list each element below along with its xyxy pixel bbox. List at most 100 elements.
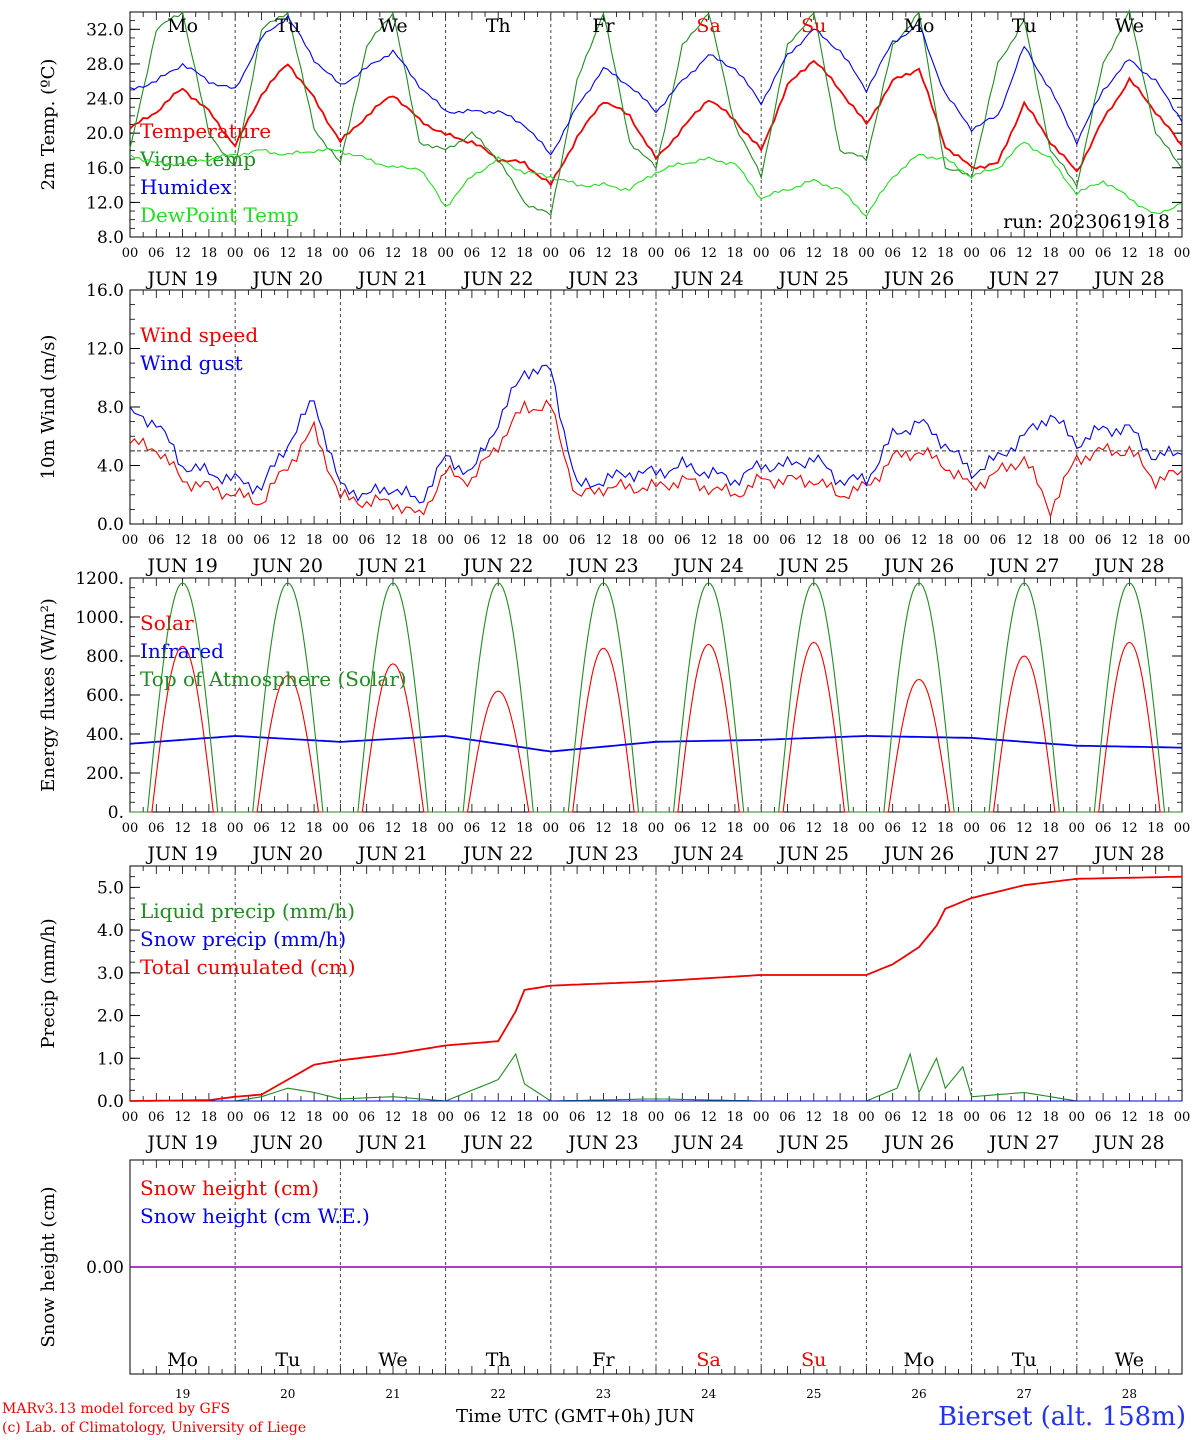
y-tick-label: 0.0 [97,515,124,535]
x-hour-label: 06 [464,1110,481,1125]
x-hour-label: 06 [464,821,481,836]
x-hour-label: 12 [806,533,823,548]
x-hour-label: 12 [1121,821,1138,836]
x-hour-label: 18 [201,821,218,836]
x-hour-label: 00 [122,246,139,261]
series-line-top-of-atmosphere-solar- [130,582,1182,813]
x-hour-label: 06 [148,533,165,548]
x-hour-label: 06 [674,246,691,261]
x-day-label: JUN 24 [671,268,743,290]
y-tick-label: 200. [86,764,124,784]
x-hour-label: 00 [122,1110,139,1125]
legend-entry: DewPoint Temp [140,203,299,227]
y-tick-label: 12.0 [86,340,124,360]
day-number-label: 25 [806,1387,821,1401]
x-hour-label: 12 [1121,1110,1138,1125]
x-hour-label: 12 [595,821,612,836]
y-tick-label: 8.0 [97,228,124,248]
x-hour-label: 06 [148,246,165,261]
series-line-wind-gust [129,364,1183,504]
x-hour-label: 18 [1042,821,1059,836]
x-hour-label: 12 [1016,533,1033,548]
legend-entry: Wind gust [140,351,243,375]
x-hour-label: 06 [990,1110,1007,1125]
weekday-label: Mo [904,15,935,37]
legend-entry: Snow precip (mm/h) [140,927,346,951]
x-hour-label: 00 [332,246,349,261]
x-hour-label: 12 [174,246,191,261]
x-hour-label: 06 [569,246,586,261]
x-hour-label: 00 [753,533,770,548]
x-day-label: JUN 23 [566,555,638,577]
x-hour-label: 00 [858,1110,875,1125]
x-hour-label: 00 [1069,1110,1086,1125]
y-tick-label: 28.0 [86,55,124,75]
x-hour-label: 06 [358,246,375,261]
panel-snow: 0.00 Snow height (cm) Snow height (cm) Snow… [38,1159,1183,1401]
x-hour-label: 00 [753,821,770,836]
x-day-label: JUN 20 [251,1132,323,1154]
legend-entry: Wind speed [140,323,258,347]
x-hour-label: 18 [832,246,849,261]
x-hour-label: 18 [1147,246,1164,261]
x-hour-label: 18 [937,821,954,836]
x-day-label: JUN 27 [987,555,1059,577]
series-line-humidex [129,14,1183,156]
x-hour-label: 00 [648,246,665,261]
x-hour-label: 18 [937,246,954,261]
x-day-label: JUN 22 [461,555,533,577]
x-hour-label: 00 [437,533,454,548]
legend-entry: Infrared [140,639,224,663]
x-hour-label: 00 [543,1110,560,1125]
x-hour-label: 00 [227,533,244,548]
y-axis-label: 10m Wind (m/s) [38,335,59,480]
x-hour-label: 18 [832,821,849,836]
y-axis-label: Precip (mm/h) [38,918,59,1048]
series-line-infrared [129,735,1182,753]
x-hour-label: 00 [227,821,244,836]
x-hour-label: 18 [937,533,954,548]
x-hour-label: 18 [516,821,533,836]
x-hour-label: 12 [1016,1110,1033,1125]
x-day-label: JUN 25 [777,843,849,865]
weekday-label: Sa [696,15,720,37]
x-hour-label: 06 [358,533,375,548]
x-hour-label: 00 [437,246,454,261]
y-tick-label: 32.0 [86,20,124,40]
x-day-label: JUN 19 [145,268,217,290]
x-hour-label: 12 [490,821,507,836]
day-number-label: 24 [701,1387,717,1401]
x-hour-label: 06 [253,1110,270,1125]
y-tick-label: 1200. [75,569,124,589]
x-hour-label: 06 [1095,1110,1112,1125]
x-day-label: JUN 27 [987,843,1059,865]
y-tick-label: 0.00 [86,1258,124,1278]
weekday-label: Su [801,1349,826,1371]
y-tick-label: 5.0 [97,878,124,898]
x-hour-label: 12 [806,821,823,836]
y-tick-label: 4.0 [97,457,124,477]
weekday-label: Th [486,1349,511,1371]
weekday-label: Tu [1012,1349,1037,1371]
panel-wind: 0.0 4.0 8.0 12.0 16.0 10m Wind (m/s) Wind spee… [38,281,1190,577]
x-hour-label: 00 [963,246,980,261]
x-hour-label: 12 [280,1110,297,1125]
x-day-label: JUN 21 [356,843,428,865]
x-hour-label: 00 [543,533,560,548]
x-hour-label: 00 [963,533,980,548]
day-number-label: 27 [1017,1387,1032,1401]
x-hour-label: 18 [621,1110,638,1125]
x-hour-label: 00 [437,1110,454,1125]
x-hour-label: 00 [332,533,349,548]
x-day-label: JUN 25 [777,1132,849,1154]
x-day-label: JUN 24 [671,843,743,865]
x-day-label: JUN 19 [145,843,217,865]
x-hour-label: 18 [201,533,218,548]
x-hour-label: 18 [832,533,849,548]
x-hour-label: 12 [174,533,191,548]
x-hour-label: 00 [543,821,560,836]
x-hour-label: 00 [753,1110,770,1125]
x-axis-label: Time UTC (GMT+0h) JUN [456,1406,695,1427]
x-day-label: JUN 28 [1092,555,1164,577]
